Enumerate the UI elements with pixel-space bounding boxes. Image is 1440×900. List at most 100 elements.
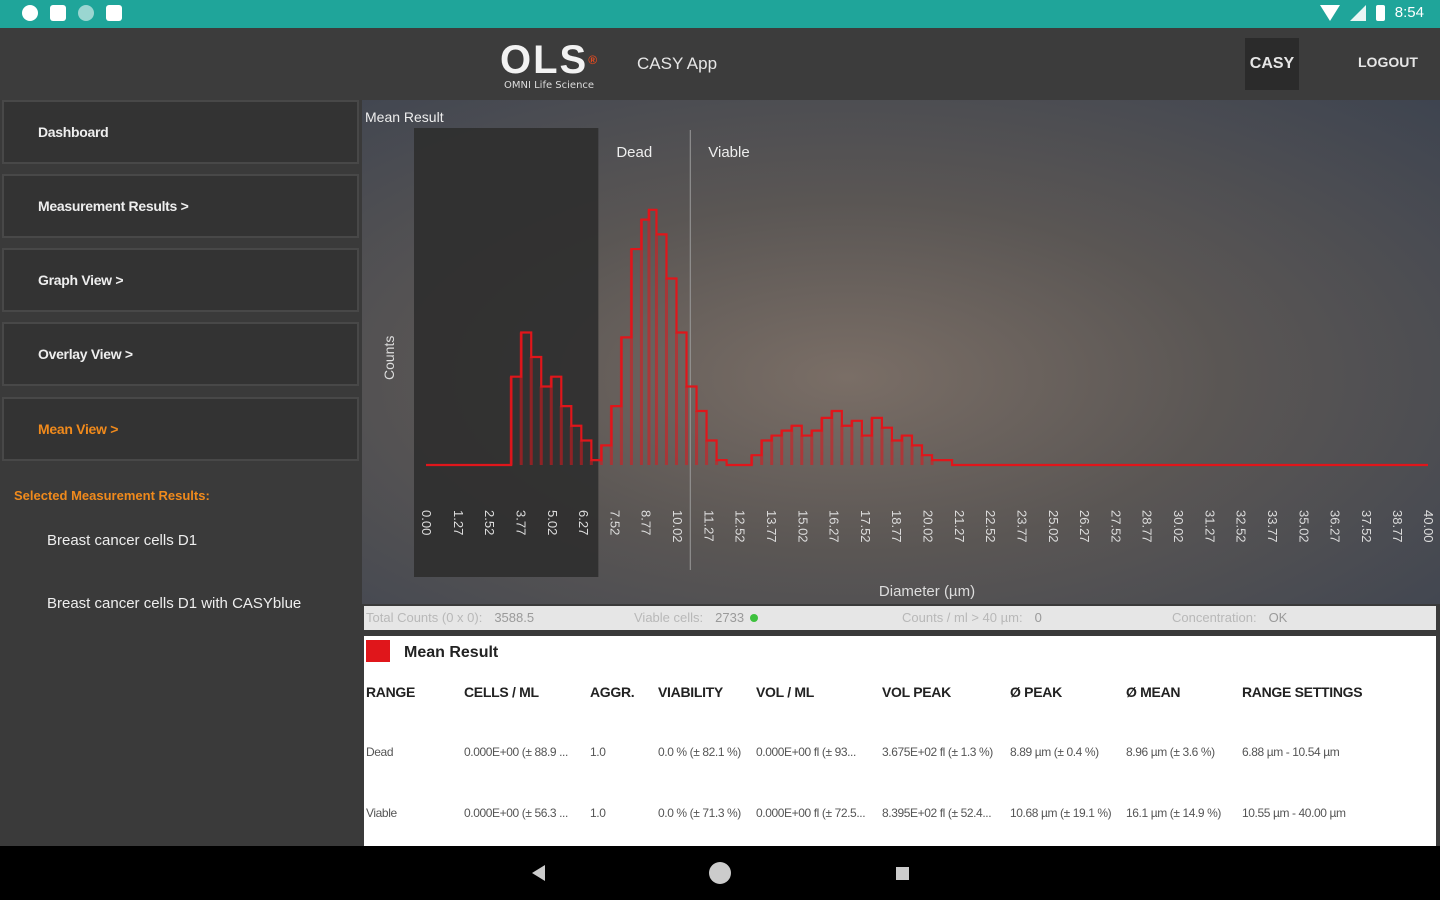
histogram-bin xyxy=(695,411,699,465)
app-header: OLS® OMNI Life Science CASY App CASY LOG… xyxy=(0,28,1440,100)
total-counts-label: Total Counts (0 x 0): xyxy=(366,610,483,625)
histogram-bin xyxy=(685,386,689,465)
sidebar-item-measurement-results[interactable]: Measurement Results > xyxy=(2,174,359,238)
sidebar-item-dashboard[interactable]: Dashboard xyxy=(2,100,359,164)
histogram-bin xyxy=(900,435,904,465)
x-tick-label: 33.77 xyxy=(1265,510,1280,543)
x-tick-label: 3.77 xyxy=(513,510,528,535)
x-tick-label: 28.77 xyxy=(1140,510,1155,543)
sd-card-icon xyxy=(106,5,122,21)
histogram-bin xyxy=(800,435,804,465)
histogram-bin xyxy=(559,406,563,465)
histogram-svg: Dead Viable Mean Result Counts Diameter (µm)… xyxy=(365,109,1436,600)
x-tick-label: 18.77 xyxy=(889,510,904,543)
x-tick-label: 6.27 xyxy=(576,510,591,535)
histogram-bin xyxy=(880,427,884,465)
histogram-bin xyxy=(840,425,844,465)
viable-cells-stat: Viable cells: 2733 xyxy=(634,610,759,625)
histogram-bin xyxy=(920,455,924,465)
x-tick-label: 10.02 xyxy=(670,510,685,543)
histogram-bin xyxy=(870,417,874,465)
histogram-bin xyxy=(654,234,658,465)
histogram-bin xyxy=(930,460,934,465)
col-header-aggr: AGGR. xyxy=(590,684,635,700)
cell-range: Dead xyxy=(366,745,394,759)
x-tick-label: 22.52 xyxy=(983,510,998,543)
col-header-viability: VIABILITY xyxy=(658,684,723,700)
x-tick-label: 7.52 xyxy=(607,510,622,535)
histogram-bin xyxy=(860,435,864,465)
histogram-bin xyxy=(810,430,814,465)
location-icon xyxy=(22,5,38,21)
histogram-bin xyxy=(750,455,754,465)
y-axis-label: Counts xyxy=(381,336,397,380)
cell-mean: 8.96 µm (± 3.6 %) xyxy=(1126,745,1215,759)
histogram-bin xyxy=(705,440,709,465)
cell-peak: 8.89 µm (± 0.4 %) xyxy=(1010,745,1099,759)
home-icon[interactable] xyxy=(709,862,731,884)
histogram-bin xyxy=(609,406,613,465)
selected-result-item[interactable]: Breast cancer cells D1 xyxy=(47,532,198,549)
histogram-bin xyxy=(529,357,533,465)
chart-title: Mean Result xyxy=(365,109,444,125)
col-header-peak: Ø PEAK xyxy=(1010,684,1062,700)
x-tick-label: 1.27 xyxy=(451,510,466,535)
total-counts-value: 3588.5 xyxy=(494,610,535,625)
concentration-value: OK xyxy=(1268,610,1288,625)
x-tick-label: 31.27 xyxy=(1202,510,1217,543)
cell-peak: 10.68 µm (± 19.1 %) xyxy=(1010,806,1112,820)
x-tick-label: 12.52 xyxy=(733,510,748,543)
col-header-vol-peak: VOL PEAK xyxy=(882,684,951,700)
histogram-bin xyxy=(629,249,633,465)
status-time: 8:54 xyxy=(1394,4,1424,21)
sidebar-item-graph-view[interactable]: Graph View > xyxy=(2,248,359,312)
histogram-bin xyxy=(850,420,854,465)
signal-icon xyxy=(1349,4,1366,21)
sidebar: Dashboard Measurement Results > Graph Vi… xyxy=(0,100,360,846)
cell-mean: 16.1 µm (± 14.9 %) xyxy=(1126,806,1222,820)
x-tick-label: 20.02 xyxy=(921,510,936,543)
status-bar: 8:54 xyxy=(0,0,1440,28)
x-tick-label: 26.27 xyxy=(1077,510,1092,543)
cell-vol-peak: 8.395E+02 fl (± 52.4... xyxy=(882,806,992,820)
x-tick-label: 8.77 xyxy=(639,510,654,535)
region-label-dead: Dead xyxy=(616,144,652,161)
region-label-viable: Viable xyxy=(708,144,749,161)
stats-bar: Total Counts (0 x 0): 3588.5 Viable cells… xyxy=(364,606,1436,630)
cell-cells: 0.000E+00 (± 88.9 ... xyxy=(464,745,568,759)
histogram-bin xyxy=(820,417,824,465)
back-icon[interactable] xyxy=(532,865,545,881)
histogram-bin xyxy=(760,440,764,465)
ols-logo: OLS® OMNI Life Science xyxy=(500,38,630,91)
col-header-mean: Ø MEAN xyxy=(1126,684,1181,700)
sidebar-item-overlay-view[interactable]: Overlay View > xyxy=(2,322,359,386)
col-header-range: RANGE xyxy=(366,684,416,700)
sync-icon xyxy=(78,5,94,21)
histogram-bin xyxy=(675,332,678,465)
notification-icon xyxy=(50,5,66,21)
histogram-bin xyxy=(647,209,651,465)
histogram-bin xyxy=(599,445,603,465)
x-tick-label: 40.00 xyxy=(1421,510,1436,543)
logout-button[interactable]: LOGOUT xyxy=(1358,54,1418,70)
histogram-bin xyxy=(780,430,784,465)
system-nav-bar xyxy=(0,846,1440,900)
cell-vol: 0.000E+00 fl (± 93... xyxy=(756,745,856,759)
casy-button[interactable]: CASY xyxy=(1245,38,1299,90)
sidebar-item-mean-view[interactable]: Mean View > xyxy=(2,397,359,461)
logo-subtitle: OMNI Life Science xyxy=(504,80,595,91)
x-tick-label: 30.02 xyxy=(1171,510,1186,543)
histogram-bin xyxy=(664,278,668,465)
histogram-bin xyxy=(910,445,914,465)
recents-icon[interactable] xyxy=(896,867,909,880)
logo-text: OLS xyxy=(500,38,589,82)
histogram-bin xyxy=(509,376,513,465)
results-panel: Mean Result RANGE CELLS / ML AGGR. VIABI… xyxy=(364,636,1436,846)
selected-results-heading: Selected Measurement Results: xyxy=(14,488,210,503)
selected-result-item[interactable]: Breast cancer cells D1 with CASYblue xyxy=(47,595,302,612)
x-tick-label: 23.77 xyxy=(1014,510,1029,543)
cell-aggr: 1.0 xyxy=(590,745,606,759)
x-tick-label: 36.27 xyxy=(1328,510,1343,543)
col-header-range-settings: RANGE SETTINGS xyxy=(1242,684,1363,700)
dead-region xyxy=(414,128,599,577)
